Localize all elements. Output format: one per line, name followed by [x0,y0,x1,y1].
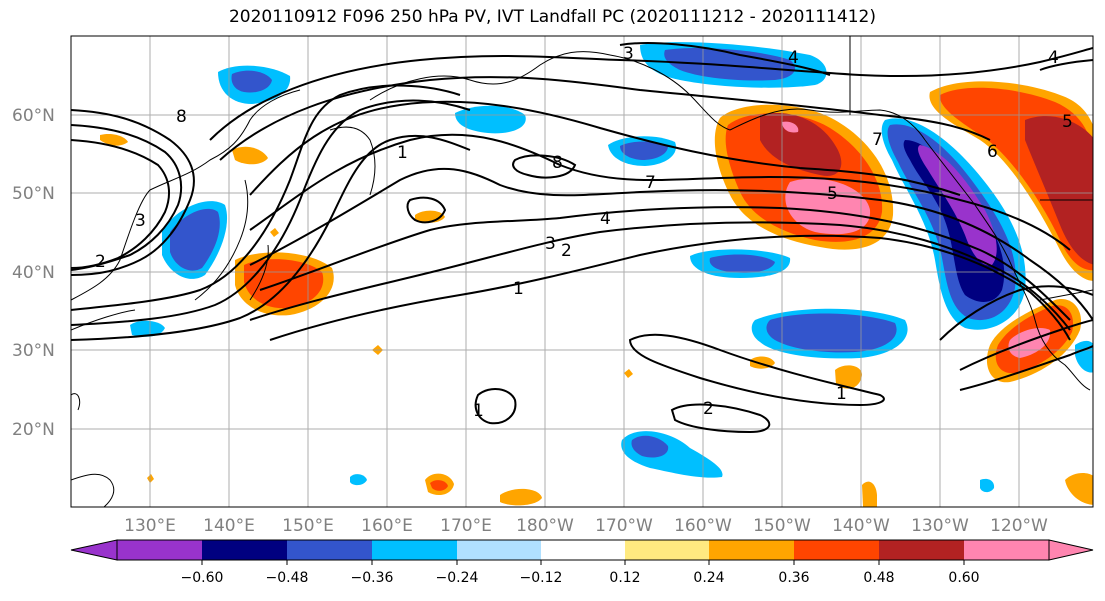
longitude-labels: 130°E 140°E 150°E 160°E 170°E 180°W 170°… [124,516,1048,536]
contour-label: 7 [872,130,883,150]
contour-label: 4 [1048,48,1059,68]
colorbar-segment [964,540,1049,560]
contour-label: 2 [95,252,106,272]
contour-labels: 3 4 4 8 7 6 5 7 4 3 2 1 1 2 1 8 5 3 2 1 [95,44,1073,421]
contour-label: 1 [397,143,408,163]
gridlines [71,36,1093,507]
colorbar-extend-low [70,539,118,561]
contour-label: 1 [473,401,484,421]
colorbar-tick-label: 0.12 [609,570,640,586]
contour-label: 4 [600,209,611,229]
contour-label: 2 [703,399,714,419]
contour-label: 3 [135,211,146,231]
lon-label: 120°W [990,516,1048,536]
pv-contours [71,42,1093,434]
colorbar-segment [879,540,964,560]
contour-label: 3 [623,44,634,64]
lon-label: 130°W [911,516,969,536]
contour-label: 3 [545,234,556,254]
colorbar-tick-label: 0.36 [778,570,809,586]
contour-label: 8 [176,107,187,127]
contour-label: 7 [645,173,656,193]
colorbar-ticks [201,560,965,565]
colorbar-tick-label: −0.12 [520,570,563,586]
colorbar-segment [202,540,287,560]
contour-label: 2 [561,241,572,261]
latitude-labels: 60°N 50°N 40°N 30°N 20°N [12,106,55,440]
lat-label: 50°N [12,184,55,204]
lon-label: 150°W [753,516,811,536]
colorbar-tick-label: −0.36 [351,570,394,586]
lat-label: 40°N [12,263,55,283]
map-title: 2020110912 F096 250 hPa PV, IVT Landfall… [228,7,876,27]
lon-label: 170°E [440,516,492,536]
map-panel: 3 4 4 8 7 6 5 7 4 3 2 1 1 2 1 8 5 3 2 1 [70,35,1094,508]
lat-label: 60°N [12,106,55,126]
colorbar: −0.60 −0.48 −0.36 −0.24 −0.12 0.12 0.24 … [70,539,1094,586]
lon-label: 140°E [203,516,255,536]
colorbar-tick-label: −0.48 [266,570,309,586]
colorbar-tick-label: −0.24 [436,570,479,586]
colorbar-segment [709,540,794,560]
colorbar-tick-label: −0.60 [181,570,224,586]
contour-label: 5 [827,184,838,204]
lon-label: 180°W [516,516,574,536]
contour-label: 5 [1062,112,1073,132]
colorbar-segment [625,540,709,560]
colorbar-tick-label: 0.24 [693,570,724,586]
lon-label: 160°W [674,516,732,536]
lon-label: 130°E [124,516,176,536]
lon-label: 170°W [595,516,653,536]
lon-label: 140°W [832,516,890,536]
contour-label: 6 [987,142,998,162]
colorbar-segment [794,540,879,560]
lat-label: 30°N [12,341,55,361]
contour-label: 4 [788,48,799,68]
contour-label: 1 [513,279,524,299]
colorbar-segment [117,540,202,560]
colorbar-segment [287,540,372,560]
contour-label: 8 [552,153,563,173]
lat-label: 20°N [12,420,55,440]
colorbar-tick-label: 0.60 [948,570,979,586]
colorbar-segment [541,540,625,560]
lon-label: 150°E [282,516,334,536]
lon-label: 160°E [361,516,413,536]
colorbar-tick-label: 0.48 [863,570,894,586]
colorbar-segment [457,540,541,560]
colorbar-extend-high [1048,539,1094,561]
colorbar-segment [372,540,457,560]
contour-label: 1 [836,384,847,404]
